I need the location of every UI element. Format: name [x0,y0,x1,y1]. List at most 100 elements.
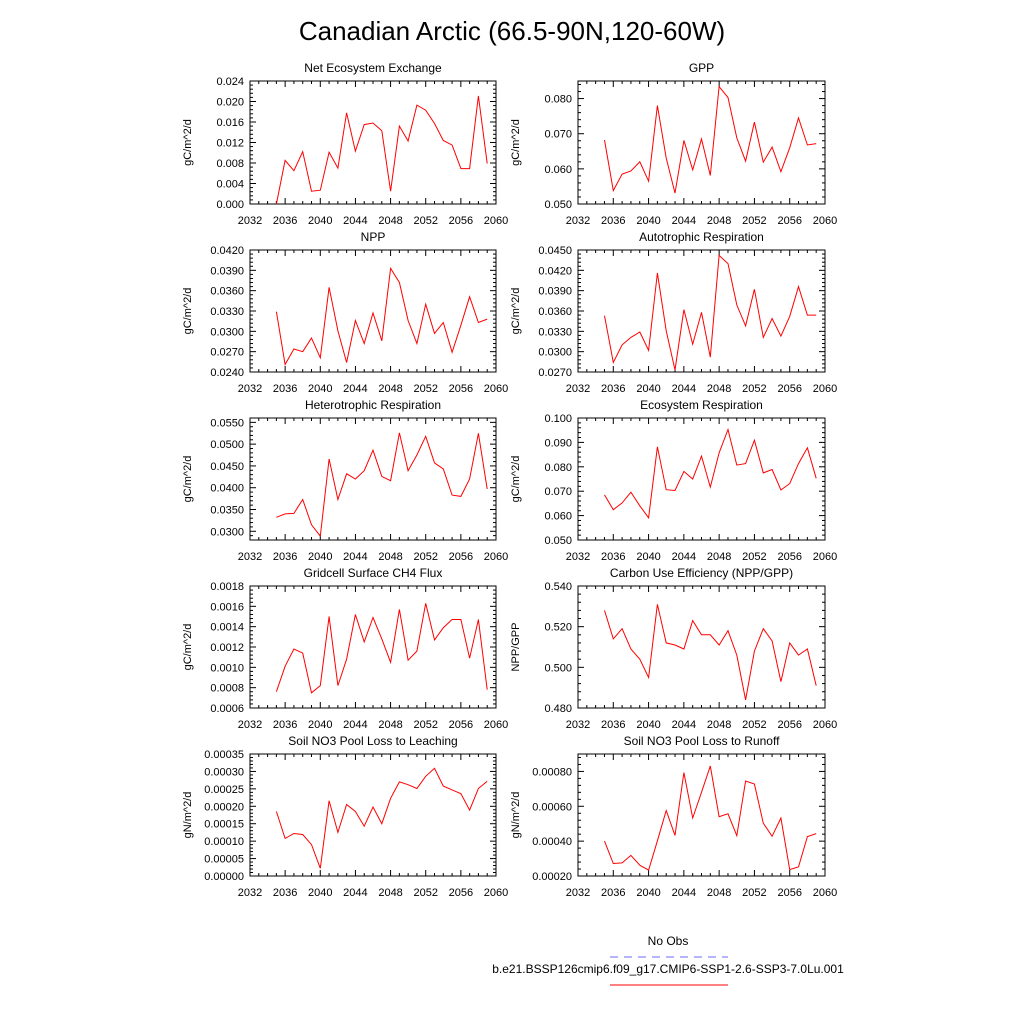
series-line [276,432,488,538]
y-tick-label: 0.080 [544,462,572,474]
y-tick-label: 0.0390 [538,286,572,298]
x-tick-label: 2032 [238,215,262,227]
y-tick-label: 0.00040 [532,836,572,848]
x-tick-label: 2060 [813,719,837,731]
x-tick-label: 2044 [343,551,367,563]
panel-title: Heterotrophic Respiration [305,398,441,412]
plot-frame [577,249,826,373]
legend: No Obs b.e21.BSSP126cmip6.f09_g17.CMIP6-… [492,934,844,986]
plot-frame [577,585,826,709]
y-tick-label: 0.050 [544,535,572,547]
y-tick-label: 0.060 [544,511,572,523]
y-tick-label: 0.000 [216,199,244,211]
x-tick-label: 2060 [813,887,837,899]
x-tick-label: 2060 [813,551,837,563]
x-tick-label: 2060 [813,383,837,395]
series-line [604,765,817,871]
y-tick-label: 0.024 [216,76,244,88]
x-tick-label: 2056 [449,719,473,731]
plot-frame [249,417,497,541]
plot-frame [249,249,497,373]
y-axis-label: gC/m^2/d [182,119,194,166]
y-tick-label: 0.008 [216,158,244,170]
y-tick-label: 0.0270 [538,367,572,379]
x-tick-label: 2052 [413,215,437,227]
y-tick-label: 0.060 [544,164,572,176]
x-tick-label: 2052 [413,719,437,731]
x-tick-label: 2056 [777,887,801,899]
x-tick-label: 2040 [636,887,660,899]
x-tick-label: 2056 [449,551,473,563]
panel-title: GPP [689,61,714,75]
y-axis-label: gC/m^2/d [182,624,194,671]
series-line [604,85,817,194]
x-tick-label: 2036 [273,551,297,563]
y-axis-label: NPP/GPP [510,623,522,672]
x-tick-label: 2032 [238,887,262,899]
y-tick-label: 0.020 [216,97,244,109]
chart-panel: Soil NO3 Pool Loss to Leaching gN/m^2/d 20… [182,734,508,899]
x-tick-label: 2040 [308,719,332,731]
chart-panel: Carbon Use Efficiency (NPP/GPP) NPP/GPP 20… [510,566,837,731]
x-tick-label: 2032 [566,551,590,563]
y-tick-label: 0.0330 [210,306,244,318]
x-tick-label: 2036 [601,551,625,563]
x-tick-label: 2040 [636,551,660,563]
y-tick-label: 0.0400 [210,483,244,495]
x-tick-label: 2060 [484,215,508,227]
panel-title: Net Ecosystem Exchange [304,61,442,75]
x-tick-label: 2044 [343,887,367,899]
y-tick-label: 0.0360 [538,306,572,318]
x-tick-label: 2048 [378,719,402,731]
x-tick-label: 2056 [777,551,801,563]
y-tick-label: 0.0550 [210,417,244,429]
x-tick-label: 2040 [636,719,660,731]
x-tick-label: 2056 [449,215,473,227]
x-tick-label: 2040 [308,215,332,227]
y-tick-label: 0.00020 [532,871,572,883]
chart-panel: NPP gC/m^2/d 2032 2036 2040 2044 2048 2052 2056 2… [182,230,508,395]
x-tick-label: 2052 [742,215,766,227]
x-tick-label: 2060 [813,215,837,227]
x-tick-label: 2044 [343,383,367,395]
x-tick-label: 2060 [484,551,508,563]
chart-panel: Ecosystem Respiration gC/m^2/d 2032 2036 204… [510,398,837,563]
x-tick-label: 2056 [449,383,473,395]
x-tick-label: 2052 [742,383,766,395]
x-tick-label: 2032 [238,719,262,731]
plot-frame [249,585,497,709]
plot-frame [577,80,826,205]
x-tick-label: 2044 [672,383,696,395]
x-tick-label: 2032 [566,887,590,899]
chart-panel: Gridcell Surface CH4 Flux gC/m^2/d 2032 203… [182,566,508,731]
y-tick-label: 0.100 [544,413,572,425]
series-line [275,767,488,869]
y-tick-label: 0.0500 [210,439,244,451]
chart-panel: Heterotrophic Respiration gC/m^2/d 2032 203… [182,398,508,563]
series-line [275,603,488,694]
y-tick-label: 0.00025 [204,784,244,796]
panel-title: Gridcell Surface CH4 Flux [304,566,443,580]
y-tick-label: 0.00030 [204,766,244,778]
y-tick-label: 0.540 [544,581,572,593]
x-tick-label: 2044 [672,215,696,227]
series-line [604,427,817,520]
x-tick-label: 2036 [273,887,297,899]
x-tick-label: 2048 [378,215,402,227]
panel-title: Soil NO3 Pool Loss to Runoff [624,734,781,748]
x-tick-label: 2036 [601,215,625,227]
x-tick-label: 2036 [273,719,297,731]
y-tick-label: 0.480 [544,703,572,715]
x-tick-label: 2052 [413,551,437,563]
y-tick-label: 0.080 [544,94,572,106]
y-axis-label: gC/m^2/d [510,119,522,166]
x-tick-label: 2048 [707,383,731,395]
x-tick-label: 2052 [742,551,766,563]
x-tick-label: 2040 [308,887,332,899]
y-axis-label: gN/m^2/d [182,792,194,839]
x-tick-label: 2044 [343,215,367,227]
y-tick-label: 0.0390 [210,265,244,277]
x-tick-label: 2060 [484,887,508,899]
y-tick-label: 0.0014 [210,622,244,634]
